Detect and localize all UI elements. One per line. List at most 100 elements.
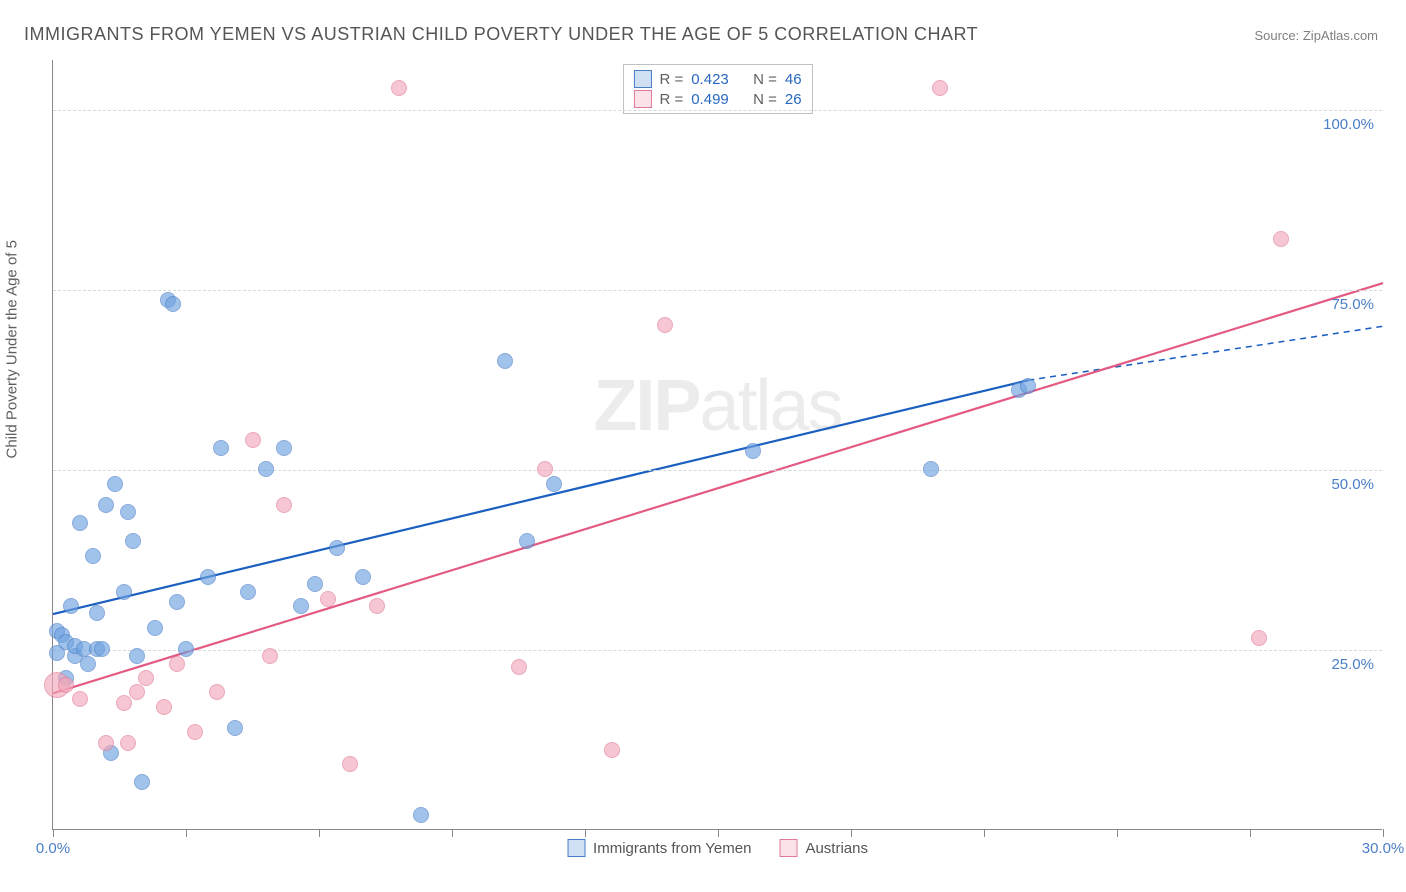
- data-point: [276, 497, 292, 513]
- data-point: [369, 598, 385, 614]
- legend-label: Immigrants from Yemen: [593, 840, 751, 857]
- data-point: [604, 742, 620, 758]
- data-point: [58, 677, 74, 693]
- data-point: [745, 443, 761, 459]
- trend-line: [53, 380, 1028, 614]
- data-point: [116, 695, 132, 711]
- data-point: [293, 598, 309, 614]
- data-point: [497, 353, 513, 369]
- data-point: [169, 594, 185, 610]
- scatter-plot: ZIPatlas R =0.423 N =46R =0.499 N =26 Im…: [52, 60, 1382, 830]
- legend-swatch: [567, 839, 585, 857]
- x-tick-label: 30.0%: [1362, 840, 1405, 857]
- x-tick: [851, 829, 852, 837]
- data-point: [165, 296, 181, 312]
- data-point: [120, 735, 136, 751]
- data-point: [258, 461, 274, 477]
- x-tick: [452, 829, 453, 837]
- r-label: R =: [659, 91, 683, 108]
- n-value: 26: [785, 91, 802, 108]
- data-point: [116, 584, 132, 600]
- data-point: [72, 515, 88, 531]
- x-tick: [1250, 829, 1251, 837]
- data-point: [169, 656, 185, 672]
- x-tick: [585, 829, 586, 837]
- series-legend: Immigrants from Yemen Austrians: [567, 839, 868, 857]
- data-point: [129, 648, 145, 664]
- legend-swatch: [779, 839, 797, 857]
- trend-line: [53, 283, 1383, 693]
- data-point: [80, 656, 96, 672]
- data-point: [187, 724, 203, 740]
- data-point: [932, 80, 948, 96]
- r-value: 0.423: [691, 71, 729, 88]
- gridline: [53, 470, 1382, 471]
- legend-swatch: [633, 90, 651, 108]
- gridline: [53, 110, 1382, 111]
- data-point: [120, 504, 136, 520]
- data-point: [98, 735, 114, 751]
- data-point: [307, 576, 323, 592]
- data-point: [63, 598, 79, 614]
- data-point: [209, 684, 225, 700]
- data-point: [72, 691, 88, 707]
- data-point: [923, 461, 939, 477]
- data-point: [147, 620, 163, 636]
- x-tick-label: 0.0%: [36, 840, 70, 857]
- data-point: [1020, 378, 1036, 394]
- x-tick: [319, 829, 320, 837]
- data-point: [657, 317, 673, 333]
- legend-row: R =0.499 N =26: [633, 89, 801, 109]
- legend-label: Austrians: [805, 840, 868, 857]
- data-point: [200, 569, 216, 585]
- data-point: [107, 476, 123, 492]
- data-point: [138, 670, 154, 686]
- data-point: [213, 440, 229, 456]
- chart-title: IMMIGRANTS FROM YEMEN VS AUSTRIAN CHILD …: [24, 24, 978, 45]
- data-point: [537, 461, 553, 477]
- correlation-legend: R =0.423 N =46R =0.499 N =26: [622, 64, 812, 114]
- gridline: [53, 650, 1382, 651]
- x-tick: [186, 829, 187, 837]
- legend-item: Immigrants from Yemen: [567, 839, 751, 857]
- legend-row: R = 0.423 N = 46: [633, 69, 801, 89]
- data-point: [227, 720, 243, 736]
- data-point: [98, 497, 114, 513]
- data-point: [329, 540, 345, 556]
- data-point: [413, 807, 429, 823]
- data-point: [391, 80, 407, 96]
- data-point: [156, 699, 172, 715]
- data-point: [355, 569, 371, 585]
- y-tick-label: 25.0%: [1331, 656, 1374, 673]
- n-label: N =: [753, 71, 777, 88]
- n-value: 46: [785, 71, 802, 88]
- legend-item: Austrians: [779, 839, 868, 857]
- data-point: [511, 659, 527, 675]
- x-tick: [1117, 829, 1118, 837]
- source-attribution: Source: ZipAtlas.com: [1254, 28, 1378, 43]
- data-point: [342, 756, 358, 772]
- data-point: [89, 605, 105, 621]
- r-label: R =: [659, 71, 683, 88]
- trend-line-extrapolated: [1028, 326, 1383, 380]
- data-point: [320, 591, 336, 607]
- data-point: [94, 641, 110, 657]
- x-tick: [53, 829, 54, 837]
- data-point: [85, 548, 101, 564]
- legend-swatch: [633, 70, 651, 88]
- x-tick: [984, 829, 985, 837]
- n-label: N =: [753, 91, 777, 108]
- data-point: [1273, 231, 1289, 247]
- gridline: [53, 290, 1382, 291]
- data-point: [245, 432, 261, 448]
- data-point: [1251, 630, 1267, 646]
- data-point: [276, 440, 292, 456]
- data-point: [240, 584, 256, 600]
- y-tick-label: 50.0%: [1331, 476, 1374, 493]
- data-point: [519, 533, 535, 549]
- y-tick-label: 100.0%: [1323, 116, 1374, 133]
- data-point: [262, 648, 278, 664]
- x-tick: [1383, 829, 1384, 837]
- data-point: [129, 684, 145, 700]
- x-tick: [718, 829, 719, 837]
